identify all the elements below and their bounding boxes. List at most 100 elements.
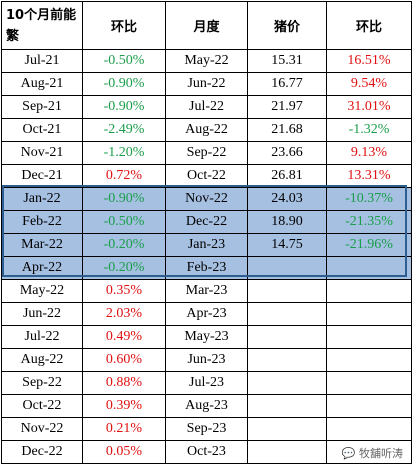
cell-sow-month: Feb-22 bbox=[1, 210, 83, 234]
header-hog-price: 猪价 bbox=[247, 1, 327, 50]
cell-sow-mom: -1.20% bbox=[82, 141, 166, 165]
cell-hog-price: 23.66 bbox=[247, 141, 327, 165]
cell-sow-month: Dec-21 bbox=[1, 164, 83, 188]
cell-price-mom: 31.01% bbox=[326, 95, 412, 119]
cell-hog-price: 18.90 bbox=[247, 210, 327, 234]
cell-price-mom: -1.32% bbox=[326, 118, 412, 142]
cell-sow-mom: -0.50% bbox=[82, 49, 166, 73]
table-row: Sep-21 -0.90% Jul-22 21.97 31.01% bbox=[1, 95, 412, 119]
table-row: Jan-22 -0.90% Nov-22 24.03 -10.37% bbox=[1, 187, 412, 211]
cell-hog-price bbox=[247, 325, 327, 349]
cell-month: Sep-22 bbox=[165, 141, 248, 165]
cell-price-mom bbox=[326, 417, 412, 441]
cell-price-mom bbox=[326, 302, 412, 326]
cell-sow-mom: -0.90% bbox=[82, 187, 166, 211]
table-row: May-22 0.35% Mar-23 bbox=[1, 279, 412, 303]
cell-sow-month: Sep-21 bbox=[1, 95, 83, 119]
header-row: 10个月前能繁 环比 月度 猪价 环比 bbox=[1, 1, 412, 50]
table-row: Apr-22 -0.20% Feb-23 bbox=[1, 256, 412, 280]
cell-price-mom: 16.51% bbox=[326, 49, 412, 73]
cell-sow-mom: -2.49% bbox=[82, 118, 166, 142]
wechat-icon: 💬 bbox=[341, 447, 356, 460]
cell-sow-month: Jan-22 bbox=[1, 187, 83, 211]
cell-hog-price bbox=[247, 256, 327, 280]
cell-hog-price: 16.77 bbox=[247, 72, 327, 96]
cell-sow-month: Aug-21 bbox=[1, 72, 83, 96]
cell-month: Nov-22 bbox=[165, 187, 248, 211]
cell-month: Aug-22 bbox=[165, 118, 248, 142]
cell-price-mom: 9.13% bbox=[326, 141, 412, 165]
cell-hog-price bbox=[247, 371, 327, 395]
table-row: Nov-21 -1.20% Sep-22 23.66 9.13% bbox=[1, 141, 412, 165]
cell-month: Jun-22 bbox=[165, 72, 248, 96]
cell-sow-month: Nov-21 bbox=[1, 141, 83, 165]
cell-sow-month: Jul-22 bbox=[1, 325, 83, 349]
table-row: Mar-22 -0.20% Jan-23 14.75 -21.96% bbox=[1, 233, 412, 257]
cell-sow-mom: -0.90% bbox=[82, 72, 166, 96]
cell-price-mom: 13.31% bbox=[326, 164, 412, 188]
cell-sow-month: Jun-22 bbox=[1, 302, 83, 326]
cell-price-mom: -10.37% bbox=[326, 187, 412, 211]
header-month: 月度 bbox=[165, 1, 248, 50]
cell-price-mom: 9.54% bbox=[326, 72, 412, 96]
cell-price-mom bbox=[326, 371, 412, 395]
cell-sow-month: Mar-22 bbox=[1, 233, 83, 257]
cell-price-mom bbox=[326, 279, 412, 303]
cell-sow-month: May-22 bbox=[1, 279, 83, 303]
cell-sow-mom: 0.39% bbox=[82, 394, 166, 418]
cell-sow-mom: 0.88% bbox=[82, 371, 166, 395]
cell-sow-mom: 0.05% bbox=[82, 440, 166, 464]
cell-sow-mom: 0.60% bbox=[82, 348, 166, 372]
cell-hog-price bbox=[247, 348, 327, 372]
cell-month: Feb-23 bbox=[165, 256, 248, 280]
cell-hog-price bbox=[247, 279, 327, 303]
header-sow-mom: 环比 bbox=[82, 1, 166, 50]
cell-price-mom bbox=[326, 256, 412, 280]
cell-month: Dec-22 bbox=[165, 210, 248, 234]
table-row: Nov-22 0.21% Sep-23 bbox=[1, 417, 412, 441]
cell-month: Mar-23 bbox=[165, 279, 248, 303]
cell-sow-mom: 0.21% bbox=[82, 417, 166, 441]
cell-month: Aug-23 bbox=[165, 394, 248, 418]
cell-hog-price: 26.81 bbox=[247, 164, 327, 188]
cell-sow-mom: 2.03% bbox=[82, 302, 166, 326]
cell-sow-month: Sep-22 bbox=[1, 371, 83, 395]
cell-sow-mom: -0.50% bbox=[82, 210, 166, 234]
cell-hog-price bbox=[247, 394, 327, 418]
table-row: Jul-21 -0.50% May-22 15.31 16.51% bbox=[1, 49, 412, 73]
cell-sow-mom: 0.72% bbox=[82, 164, 166, 188]
cell-sow-month: Oct-21 bbox=[1, 118, 83, 142]
table-row: Oct-21 -2.49% Aug-22 21.68 -1.32% bbox=[1, 118, 412, 142]
cell-hog-price: 15.31 bbox=[247, 49, 327, 73]
cell-month: Sep-23 bbox=[165, 417, 248, 441]
watermark-text: 牧舖听涛 bbox=[359, 447, 403, 460]
table-row: Aug-21 -0.90% Jun-22 16.77 9.54% bbox=[1, 72, 412, 96]
cell-month: Jul-22 bbox=[165, 95, 248, 119]
cell-hog-price bbox=[247, 417, 327, 441]
cell-price-mom bbox=[326, 394, 412, 418]
cell-price-mom bbox=[326, 348, 412, 372]
cell-sow-month: Jul-21 bbox=[1, 49, 83, 73]
cell-sow-month: Dec-22 bbox=[1, 440, 83, 464]
cell-sow-mom: 0.35% bbox=[82, 279, 166, 303]
cell-hog-price: 21.68 bbox=[247, 118, 327, 142]
cell-hog-price: 24.03 bbox=[247, 187, 327, 211]
cell-sow-month: Nov-22 bbox=[1, 417, 83, 441]
cell-month: Jul-23 bbox=[165, 371, 248, 395]
cell-month: Jun-23 bbox=[165, 348, 248, 372]
cell-sow-month: Aug-22 bbox=[1, 348, 83, 372]
cell-sow-month: Oct-22 bbox=[1, 394, 83, 418]
cell-month: Oct-23 bbox=[165, 440, 248, 464]
cell-price-mom: -21.35% bbox=[326, 210, 412, 234]
cell-month: May-22 bbox=[165, 49, 248, 73]
cell-hog-price: 14.75 bbox=[247, 233, 327, 257]
table-row: Sep-22 0.88% Jul-23 bbox=[1, 371, 412, 395]
cell-hog-price bbox=[247, 440, 327, 464]
table-row: Jun-22 2.03% Apr-23 bbox=[1, 302, 412, 326]
cell-sow-month: Apr-22 bbox=[1, 256, 83, 280]
cell-sow-mom: -0.20% bbox=[82, 233, 166, 257]
header-price-mom: 环比 bbox=[326, 1, 412, 50]
table-row: Dec-21 0.72% Oct-22 26.81 13.31% bbox=[1, 164, 412, 188]
table-row: Oct-22 0.39% Aug-23 bbox=[1, 394, 412, 418]
